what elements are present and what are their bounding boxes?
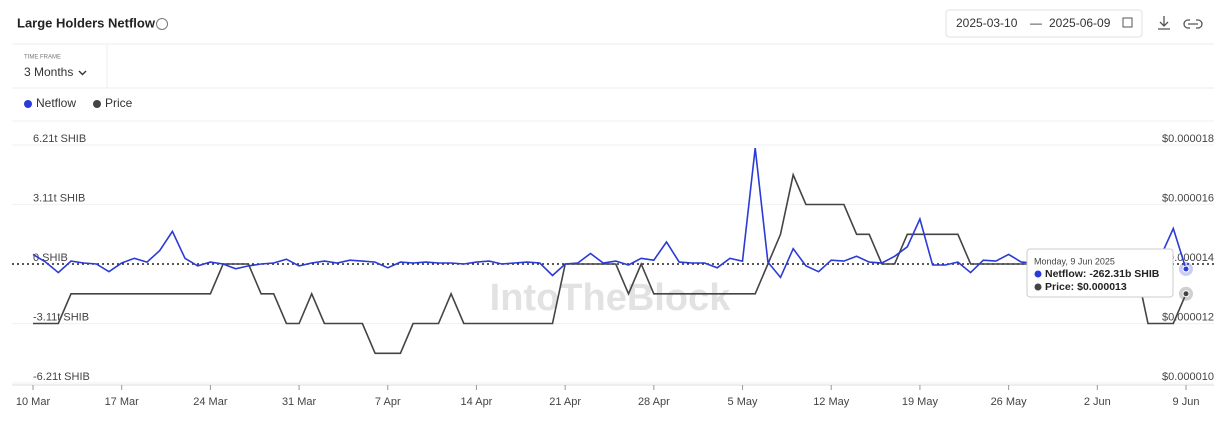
tooltip-dot xyxy=(1034,283,1042,291)
help-icon[interactable] xyxy=(156,18,168,30)
x-tick-label: 10 Mar xyxy=(16,396,51,408)
time-frame-label: TIME FRAME xyxy=(24,55,61,61)
hover-dot xyxy=(1182,290,1190,298)
tooltip-line: Netflow: -262.31b SHIB xyxy=(1045,268,1160,280)
tooltip-date: Monday, 9 Jun 2025 xyxy=(1034,256,1115,266)
tooltip-box xyxy=(1026,248,1174,298)
date-range[interactable] xyxy=(945,9,1143,38)
x-tick-label: 7 Apr xyxy=(375,396,401,408)
download-icon[interactable] xyxy=(1158,16,1170,30)
chevron xyxy=(78,70,87,76)
date-separator: — xyxy=(1030,16,1042,30)
y-tick-label: 0 SHIB xyxy=(33,252,68,264)
y-tick-label: 6.21t SHIB xyxy=(33,133,86,145)
legend-marker xyxy=(24,100,32,108)
link-icon[interactable] xyxy=(1183,19,1203,29)
date-start: 2025-03-10 xyxy=(956,16,1018,30)
x-tick-label: 21 Apr xyxy=(549,396,581,408)
date-end: 2025-06-09 xyxy=(1049,16,1111,30)
y2-tick-label: $0.000016 xyxy=(1162,192,1214,204)
x-tick-label: 2 Jun xyxy=(1084,396,1111,408)
y2-tick-label: $0.000018 xyxy=(1162,133,1214,145)
legend-label: Price xyxy=(105,96,133,110)
x-tick-label: 5 May xyxy=(728,396,758,408)
y-tick-label: -6.21t SHIB xyxy=(33,371,90,383)
x-tick-label: 26 May xyxy=(991,396,1028,408)
x-tick-label: 24 Mar xyxy=(193,396,228,408)
x-tick-label: 9 Jun xyxy=(1173,396,1200,408)
y2-tick-label: $0.000012 xyxy=(1162,311,1214,323)
y2-tick-label: $0.000010 xyxy=(1162,371,1214,383)
tooltip-line: Price: $0.000013 xyxy=(1045,281,1127,293)
legend-marker xyxy=(93,100,101,108)
watermark: IntoTheBlock xyxy=(490,277,732,319)
x-tick-label: 14 Apr xyxy=(461,396,493,408)
y-tick-label: 3.11t SHIB xyxy=(33,192,85,204)
tooltip-dot xyxy=(1034,270,1042,278)
line-0 xyxy=(32,148,1187,279)
y2-tick-label: $0.000014 xyxy=(1162,252,1214,264)
title: Large Holders Netflow xyxy=(17,15,156,30)
x-tick-label: 28 Apr xyxy=(638,396,670,408)
legend-label: Netflow xyxy=(36,96,76,110)
x-tick-label: 19 May xyxy=(902,396,939,408)
x-tick-label: 17 Mar xyxy=(105,396,140,408)
x-tick-label: 31 Mar xyxy=(282,396,317,408)
hover-dot xyxy=(1182,265,1190,273)
time-frame-value[interactable]: 3 Months xyxy=(24,65,73,79)
x-tick-label: 12 May xyxy=(813,396,850,408)
calendar-icon xyxy=(1122,17,1133,28)
